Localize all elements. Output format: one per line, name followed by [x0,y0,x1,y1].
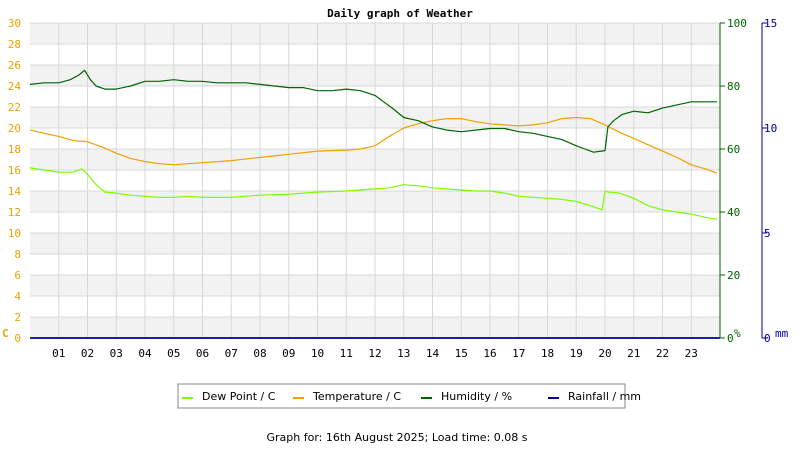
temp-tick-label: 8 [14,248,21,261]
temp-tick-label: 12 [8,206,21,219]
x-tick-label: 06 [196,347,209,360]
axes-layer: 01 02 03 04 05 06 07 08 09 10 11 12 13 14 15 16 17 18 19 20… [2,17,789,360]
x-tick-label: 13 [397,347,410,360]
temp-tick-label: 18 [8,143,21,156]
temp-axis-label: C [2,327,9,340]
humidity-tick-label: 0 [727,332,734,345]
x-tick-label: 14 [426,347,440,360]
humidity-tick-label: 80 [727,80,740,93]
humidity-tick-label: 100 [727,17,747,30]
x-tick-label: 04 [138,347,152,360]
temp-tick-label: 22 [8,101,21,114]
series-line-0 [29,167,718,220]
temp-tick-label: 4 [14,290,21,303]
x-tick-label: 22 [656,347,669,360]
rain-tick-label: 0 [764,332,771,345]
temp-tick-label: 14 [8,185,22,198]
humidity-tick-label: 20 [727,269,740,282]
x-tick-label: 10 [311,347,324,360]
x-tick-label: 07 [225,347,238,360]
x-tick-label: 09 [282,347,295,360]
x-tick-label: 15 [455,347,468,360]
rain-axis-label: mm [775,327,789,340]
x-tick-label: 17 [512,347,525,360]
legend-label-1: Temperature / C [312,390,401,403]
x-tick-label: 16 [483,347,496,360]
series-line-1 [29,116,718,174]
x-tick-label: 01 [52,347,65,360]
x-tick-label: 11 [340,347,353,360]
x-tick-label: 20 [598,347,611,360]
legend-label-0: Dew Point / C [202,390,276,403]
rain-tick-label: 10 [764,122,777,135]
legend: Dew Point / C Temperature / C Humidity / %… [177,383,641,409]
x-tick-label: 19 [570,347,583,360]
temp-tick-label: 28 [8,38,21,51]
footer-text: Graph for: 16th August 2025; Load time: … [267,431,528,444]
legend-label-2: Humidity / % [441,390,512,403]
humidity-tick-label: 60 [727,143,740,156]
temp-tick-label: 24 [8,80,22,93]
x-tick-label: 08 [253,347,266,360]
chart-title: Daily graph of Weather [327,7,473,20]
legend-label-3: Rainfall / mm [568,390,641,403]
rain-tick-label: 15 [764,17,777,30]
x-tick-label: 23 [685,347,698,360]
humidity-tick-label: 40 [727,206,740,219]
x-tick-label: 03 [110,347,123,360]
temp-tick-label: 6 [14,269,21,282]
x-tick-label: 21 [627,347,640,360]
temp-tick-label: 26 [8,59,21,72]
x-tick-label: 18 [541,347,554,360]
humidity-axis-label: % [734,327,741,340]
x-tick-label: 02 [81,347,94,360]
rain-tick-label: 5 [764,227,771,240]
temp-tick-label: 20 [8,122,21,135]
legend-box [177,383,626,409]
x-tick-label: 12 [368,347,381,360]
temp-tick-label: 16 [8,164,21,177]
temp-tick-label: 30 [8,17,21,30]
temp-tick-label: 2 [14,311,21,324]
temp-tick-label: 10 [8,227,21,240]
x-tick-label: 05 [167,347,180,360]
series-line-2 [29,69,718,153]
temp-tick-label: 0 [14,332,21,345]
